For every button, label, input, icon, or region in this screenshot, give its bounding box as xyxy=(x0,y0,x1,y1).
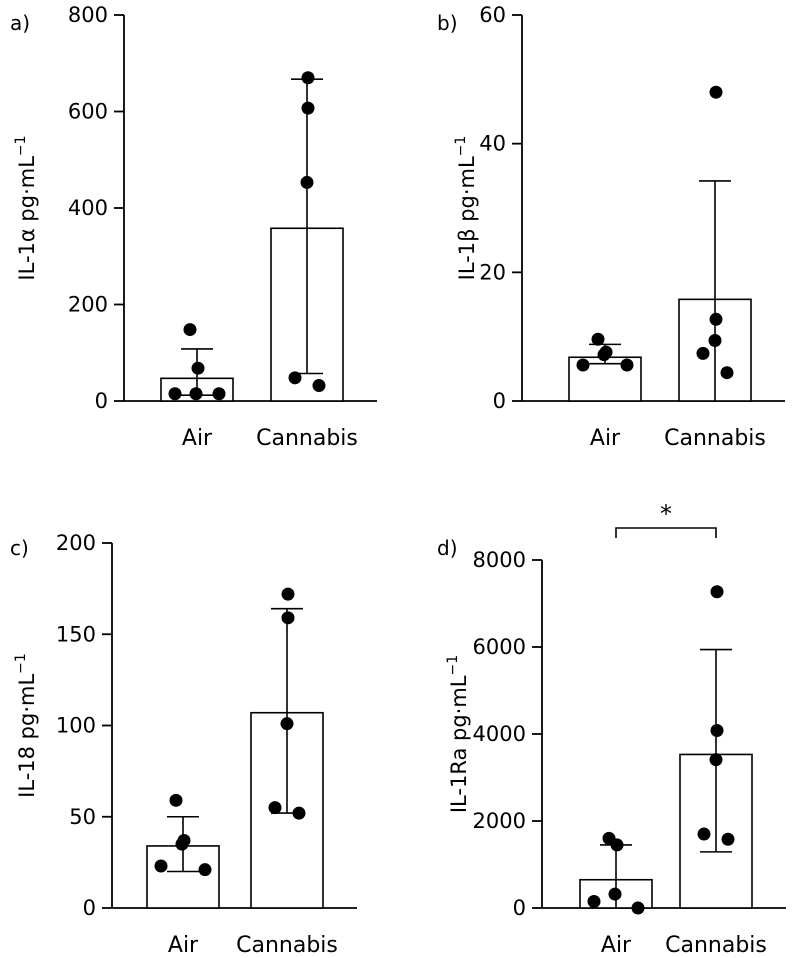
y-axis-label-superscript: −1 xyxy=(13,653,29,674)
data-point xyxy=(696,346,710,360)
data-point xyxy=(710,724,724,738)
y-tick-label: 100 xyxy=(56,714,96,738)
panel-c: c) IL-18 pg·mL−1 0 50 100 150 200 Air Cannabis xyxy=(10,531,357,958)
data-point xyxy=(175,837,189,851)
data-point xyxy=(212,387,226,401)
data-point xyxy=(620,358,634,372)
y-tick-label: 0 xyxy=(95,389,108,413)
y-axis-label-superscript: −1 xyxy=(445,655,461,676)
data-point xyxy=(154,859,168,873)
data-point xyxy=(169,793,183,807)
y-tick-label: 200 xyxy=(56,531,96,555)
significance-marker: * xyxy=(660,500,672,528)
y-tick-label: 0 xyxy=(83,896,96,920)
data-point xyxy=(697,827,711,841)
category-label: Air xyxy=(182,426,213,451)
category-label: Cannabis xyxy=(664,426,766,451)
data-point xyxy=(268,801,282,815)
panel-letter: d) xyxy=(437,536,458,560)
panel-b: b) IL-1β pg·mL−1 0 20 40 60 Air Cannabis xyxy=(437,3,785,451)
y-tick-label: 150 xyxy=(56,622,96,646)
y-axis-label: IL-18 pg·mL−1 xyxy=(13,653,39,798)
panel-letter: b) xyxy=(437,11,458,35)
panel-letter: a) xyxy=(10,11,30,35)
y-tick-label: 4000 xyxy=(473,722,526,746)
y-axis-label-text: IL-1β pg·mL xyxy=(455,156,479,280)
y-tick-label: 200 xyxy=(68,293,108,317)
data-point xyxy=(720,366,734,380)
data-point xyxy=(281,587,295,601)
y-axis-label-text: IL-18 pg·mL xyxy=(15,674,39,798)
data-point xyxy=(301,71,315,85)
y-tick-label: 400 xyxy=(68,196,108,220)
data-point xyxy=(721,832,735,846)
data-point xyxy=(709,312,723,326)
y-tick-label: 6000 xyxy=(473,635,526,659)
category-label: Cannabis xyxy=(256,426,358,451)
y-axis-label-text: IL-1Ra pg·mL xyxy=(447,675,471,813)
data-point xyxy=(288,371,302,385)
panel-letter: c) xyxy=(10,536,29,560)
y-tick-label: 40 xyxy=(479,132,506,156)
data-point xyxy=(280,717,294,731)
y-tick-label: 800 xyxy=(68,3,108,27)
data-point xyxy=(300,175,314,189)
y-axis-label: IL-1α pg·mL−1 xyxy=(13,135,39,280)
panel-d: d) IL-1Ra pg·mL−1 0 2000 4000 6000 8000 Air Cann… xyxy=(437,500,786,958)
data-point xyxy=(198,863,212,877)
y-tick-label: 600 xyxy=(68,100,108,124)
data-point xyxy=(168,387,182,401)
category-label: Air xyxy=(168,933,199,958)
data-point xyxy=(709,753,723,767)
category-label: Cannabis xyxy=(236,933,338,958)
data-point xyxy=(631,901,645,915)
data-point xyxy=(191,361,205,375)
y-tick-label: 50 xyxy=(69,805,96,829)
data-point xyxy=(708,334,722,348)
data-point xyxy=(608,887,622,901)
y-tick-label: 2000 xyxy=(473,809,526,833)
y-tick-label: 8000 xyxy=(473,548,526,572)
data-point xyxy=(576,358,590,372)
y-axis-label: IL-1Ra pg·mL−1 xyxy=(445,655,471,813)
data-point xyxy=(587,894,601,908)
data-point xyxy=(710,585,724,599)
data-point xyxy=(591,332,605,346)
y-axis-label: IL-1β pg·mL−1 xyxy=(453,136,479,281)
data-point xyxy=(597,348,611,362)
category-label: Air xyxy=(590,426,621,451)
category-label: Cannabis xyxy=(665,933,767,958)
y-axis-label-text: IL-1α pg·mL xyxy=(15,156,39,281)
y-axis-label-superscript: −1 xyxy=(453,136,469,157)
data-point xyxy=(301,101,315,115)
y-tick-label: 20 xyxy=(479,260,506,284)
data-point xyxy=(312,379,326,393)
data-point xyxy=(183,323,197,337)
data-point xyxy=(292,806,306,820)
data-point xyxy=(610,838,624,852)
y-tick-label: 60 xyxy=(479,3,506,27)
panel-a: a) IL-1α pg·mL−1 0 200 400 600 800 Air Cannabis xyxy=(10,3,377,451)
y-tick-label: 0 xyxy=(513,896,526,920)
data-point xyxy=(189,387,203,401)
data-point xyxy=(281,611,295,625)
significance-bracket xyxy=(615,527,717,538)
y-axis-label-superscript: −1 xyxy=(13,135,29,156)
data-point xyxy=(709,85,723,99)
y-tick-label: 0 xyxy=(493,389,506,413)
category-label: Air xyxy=(601,933,632,958)
